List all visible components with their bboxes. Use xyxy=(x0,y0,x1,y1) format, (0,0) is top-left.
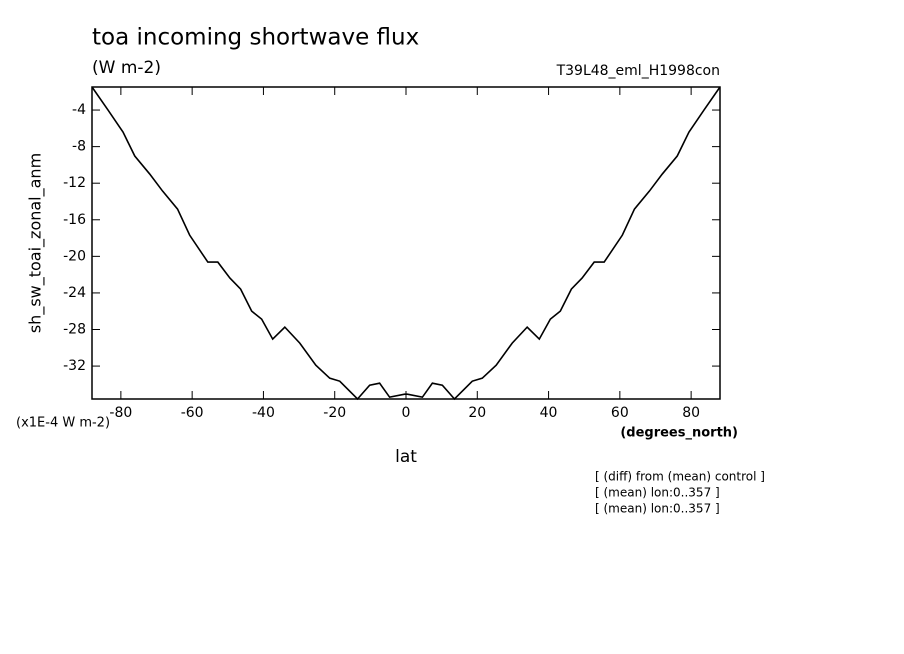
x-tick-label: 80 xyxy=(682,405,700,421)
x-axis-label: lat xyxy=(395,447,417,467)
note: [ (mean) lon:0..357 ] xyxy=(595,502,720,516)
x-tick-label: -80 xyxy=(109,405,132,421)
note: [ (diff) from (mean) control ] xyxy=(595,470,765,484)
y-tick-label: -16 xyxy=(63,212,86,228)
y-tick-label: -8 xyxy=(72,139,86,155)
x-tick-label: -40 xyxy=(252,405,275,421)
dataset-label: T39L48_eml_H1998con xyxy=(556,63,720,79)
subtitle: (W m-2) xyxy=(92,58,161,78)
y-tick-label: -20 xyxy=(63,248,86,264)
x-units: (degrees_north) xyxy=(620,426,738,441)
y-tick-label: -12 xyxy=(63,175,86,191)
x-tick-label: -20 xyxy=(323,405,346,421)
data-line xyxy=(91,86,721,401)
y-tick-label: -4 xyxy=(72,102,86,118)
x-tick-label: -60 xyxy=(181,405,204,421)
x-tick-label: 20 xyxy=(468,405,486,421)
y-tick-label: -32 xyxy=(63,358,86,374)
y-axis-label: sh_sw_toai_zonal_anm xyxy=(26,153,46,333)
y-tick-label: -24 xyxy=(63,285,86,301)
y-tick-label: -28 xyxy=(63,322,86,338)
chart-title: toa incoming shortwave flux xyxy=(92,25,419,51)
x-tick-label: 60 xyxy=(611,405,629,421)
x-tick-label: 0 xyxy=(402,405,411,421)
x-tick-label: 40 xyxy=(540,405,558,421)
plot-frame xyxy=(91,86,721,400)
note: [ (mean) lon:0..357 ] xyxy=(595,486,720,500)
y-units: (x1E-4 W m-2) xyxy=(16,416,110,431)
